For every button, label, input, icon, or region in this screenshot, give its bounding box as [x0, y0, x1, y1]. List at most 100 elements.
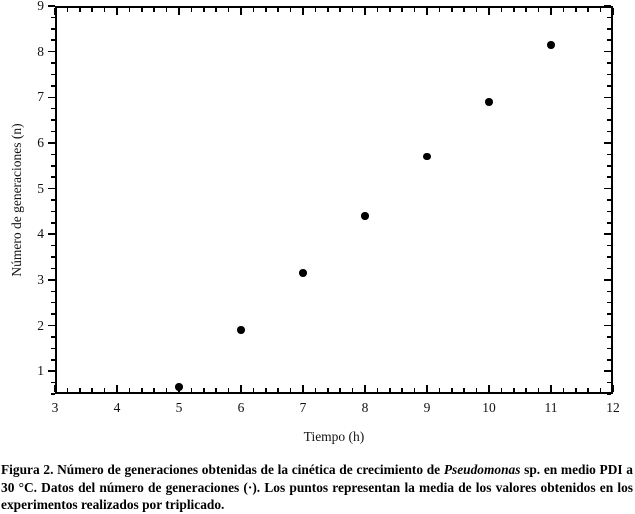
x-minor-tick: [289, 388, 292, 392]
x-major-tick: [54, 8, 56, 15]
caption-text-before: Número de generaciones obtenidas de la c…: [57, 462, 444, 477]
y-major-tick: [604, 96, 611, 99]
y-minor-tick: [607, 73, 611, 76]
x-minor-tick: [103, 8, 106, 12]
x-major-tick: [240, 385, 242, 392]
y-major-tick: [48, 324, 55, 327]
y-minor-tick: [51, 347, 55, 350]
x-tick-label: 9: [423, 400, 431, 415]
x-minor-tick: [91, 388, 93, 392]
x-tick-label: 7: [299, 400, 307, 415]
x-minor-tick: [66, 8, 69, 12]
x-tick-label: 5: [175, 400, 183, 415]
y-minor-tick: [51, 85, 55, 87]
x-axis-title: Tiempo (h): [303, 429, 365, 444]
x-minor-tick: [513, 388, 515, 392]
x-minor-tick: [413, 388, 416, 392]
y-minor-tick: [51, 381, 55, 384]
y-minor-tick: [607, 39, 611, 41]
data-point: [547, 41, 555, 49]
x-minor-tick: [475, 388, 478, 392]
y-minor-tick: [607, 85, 611, 87]
x-minor-tick: [66, 388, 69, 392]
y-minor-tick: [51, 165, 55, 167]
x-tick-label: 3: [51, 400, 59, 415]
x-minor-tick: [165, 388, 168, 392]
data-point: [299, 269, 307, 277]
y-minor-tick: [607, 16, 611, 19]
x-tick-label: 11: [544, 400, 558, 415]
x-minor-tick: [327, 8, 329, 12]
y-tick-label: 3: [37, 271, 44, 287]
y-minor-tick: [607, 244, 611, 247]
y-minor-tick: [51, 130, 55, 133]
y-minor-tick: [607, 165, 611, 167]
x-minor-tick: [463, 8, 465, 12]
y-minor-tick: [607, 359, 611, 361]
x-minor-tick: [203, 8, 205, 12]
y-minor-tick: [51, 73, 55, 76]
x-major-tick: [426, 8, 428, 15]
x-minor-tick: [190, 388, 193, 392]
y-tick-label: 4: [37, 226, 44, 242]
y-tick-label: 8: [37, 43, 44, 59]
x-minor-tick: [289, 8, 292, 12]
y-minor-tick: [51, 16, 55, 19]
y-minor-tick: [607, 290, 611, 293]
y-major-tick: [604, 370, 611, 372]
y-minor-tick: [607, 256, 611, 258]
y-major-tick: [604, 279, 611, 281]
x-minor-tick: [401, 8, 403, 12]
x-minor-tick: [451, 8, 453, 12]
y-minor-tick: [51, 153, 55, 156]
x-minor-tick: [314, 388, 317, 392]
x-minor-tick: [475, 8, 478, 12]
y-major-tick: [48, 279, 55, 281]
y-major-tick: [604, 142, 611, 144]
x-minor-tick: [227, 8, 230, 12]
y-major-tick: [604, 5, 611, 7]
x-minor-tick: [141, 388, 143, 392]
plot-frame-right: [611, 6, 613, 394]
x-minor-tick: [215, 388, 217, 392]
x-minor-tick: [128, 388, 131, 392]
y-minor-tick: [607, 336, 611, 338]
y-major-tick: [604, 50, 611, 53]
y-minor-tick: [607, 381, 611, 384]
x-minor-tick: [165, 8, 168, 12]
y-major-tick: [604, 187, 611, 190]
x-minor-tick: [413, 8, 416, 12]
x-minor-tick: [339, 388, 341, 392]
x-major-tick: [426, 385, 428, 392]
y-minor-tick: [51, 222, 55, 224]
x-minor-tick: [562, 8, 565, 12]
x-minor-tick: [265, 388, 267, 392]
y-minor-tick: [607, 222, 611, 224]
x-major-tick: [488, 385, 490, 392]
x-minor-tick: [438, 388, 441, 392]
x-minor-tick: [153, 8, 155, 12]
y-minor-tick: [607, 301, 611, 304]
x-tick-label: 8: [361, 400, 369, 415]
figure-caption: Figura 2. Número de generaciones obtenid…: [1, 461, 633, 514]
x-minor-tick: [401, 388, 403, 392]
x-minor-tick: [265, 8, 267, 12]
x-minor-tick: [575, 388, 577, 392]
x-minor-tick: [463, 388, 465, 392]
plot-frame-bottom: [55, 392, 613, 394]
y-minor-tick: [51, 199, 55, 201]
x-minor-tick: [500, 388, 503, 392]
y-minor-tick: [51, 107, 55, 110]
y-minor-tick: [607, 153, 611, 156]
y-tick-label: 1: [37, 363, 44, 379]
plot-frame-top: [55, 6, 613, 8]
y-major-tick: [48, 142, 55, 144]
x-major-tick: [550, 385, 552, 392]
y-minor-tick: [51, 39, 55, 41]
data-point: [423, 152, 431, 161]
x-major-tick: [302, 385, 304, 392]
x-minor-tick: [513, 8, 515, 12]
x-minor-tick: [351, 388, 354, 392]
x-major-tick: [54, 385, 56, 392]
